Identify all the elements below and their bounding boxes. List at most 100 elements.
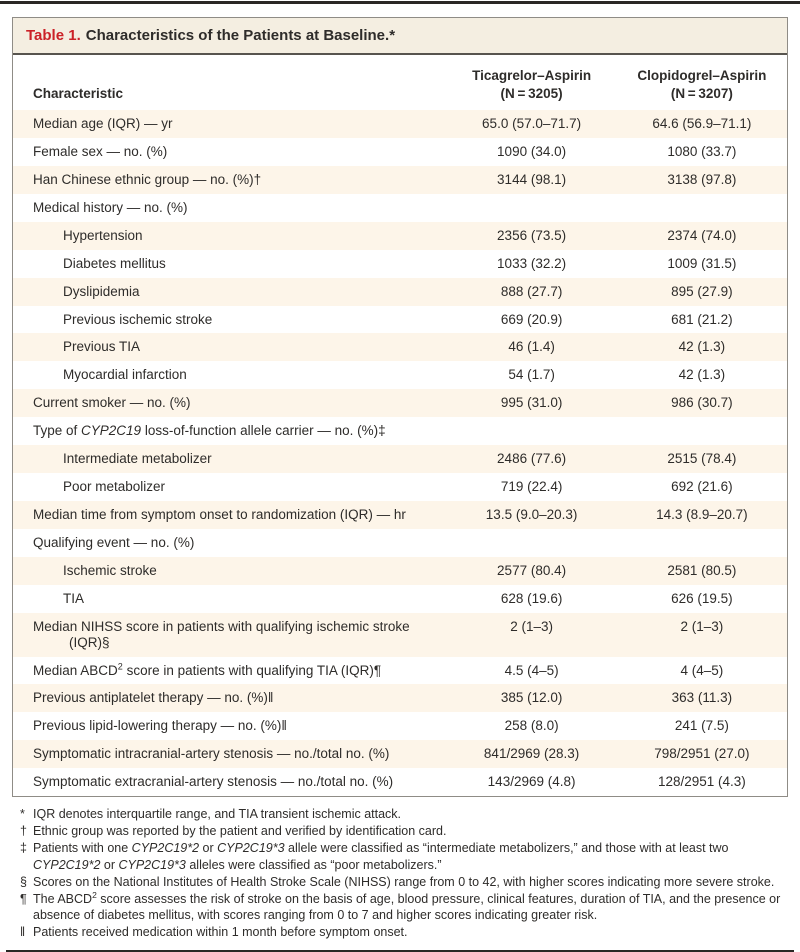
table-row: Median age (IQR) — yr 65.0 (57.0–71.7) 64.… <box>13 110 787 139</box>
value-clopidogrel-aspirin: 1080 (33.7) <box>667 144 737 160</box>
row-label: Medical history — no. (%) <box>33 199 188 215</box>
value-clopidogrel-aspirin: 626 (19.5) <box>671 590 733 606</box>
column-header-characteristic: Characteristic <box>33 85 124 101</box>
table-row: Median NIHSS score in patients with qual… <box>13 612 787 657</box>
table-row: Ischemic stroke 2577 (80.4) 2581 (80.5) <box>13 556 787 585</box>
row-label: Intermediate metabolizer <box>63 451 212 467</box>
row-label: Dyslipidemia <box>63 283 140 299</box>
table-row: Qualifying event — no. (%) <box>13 529 787 557</box>
value-ticagrelor-aspirin: 1090 (34.0) <box>497 144 567 160</box>
table-row: Poor metabolizer 719 (22.4) 692 (21.6) <box>13 473 787 501</box>
row-label: Previous antiplatelet therapy — no. (%)‖ <box>33 690 274 706</box>
table-body: Median age (IQR) — yr 65.0 (57.0–71.7) 64.… <box>13 110 787 796</box>
row-label: Symptomatic extracranial-artery stenosis… <box>33 774 394 790</box>
table-row: Median ABCD2 score in patients with qual… <box>13 657 787 685</box>
table-box: Table 1. Characteristics of the Patients … <box>12 17 788 798</box>
column-header-clopidogrel-aspirin: Clopidogrel–Aspirin (N = 3207) <box>637 68 767 101</box>
table-row: Current smoker — no. (%) 995 (31.0) 986 (3… <box>13 389 787 418</box>
table-header: Characteristic Ticagrelor–Aspirin (N = 3… <box>13 55 787 110</box>
value-ticagrelor-aspirin: 46 (1.4) <box>508 339 555 355</box>
value-ticagrelor-aspirin: 841/2969 (28.3) <box>483 746 580 762</box>
value-ticagrelor-aspirin: 1033 (32.2) <box>497 255 567 271</box>
value-clopidogrel-aspirin: 3138 (97.8) <box>667 171 737 187</box>
table-row: TIA 628 (19.6) 626 (19.5) <box>13 585 787 613</box>
value-ticagrelor-aspirin: 258 (8.0) <box>504 718 559 734</box>
table-row: Symptomatic intracranial-artery stenosis… <box>13 740 787 769</box>
table-row: Dyslipidemia 888 (27.7) 895 (27.9) <box>13 277 787 306</box>
table-title-text: Characteristics of the Patients at Basel… <box>85 27 396 44</box>
footnote: § Scores on the National Institutes of He… <box>20 874 775 889</box>
footnote-marker: ‡ <box>20 840 27 855</box>
value-ticagrelor-aspirin: 4.5 (4–5) <box>504 662 559 678</box>
row-label: Median age (IQR) — yr <box>33 116 173 132</box>
table-row: Medical history — no. (%) <box>13 194 787 222</box>
table-row: Intermediate metabolizer 2486 (77.6) 2515 … <box>13 445 787 474</box>
row-label: Han Chinese ethnic group — no. (%)† <box>33 171 262 187</box>
footnote-marker: ¶ <box>20 891 27 906</box>
footnote-marker: § <box>20 874 27 889</box>
value-clopidogrel-aspirin: 986 (30.7) <box>671 395 733 411</box>
value-ticagrelor-aspirin: 385 (12.0) <box>500 690 563 706</box>
footnote: † Ethnic group was reported by the patien… <box>20 824 447 839</box>
row-label: Poor metabolizer <box>63 479 166 495</box>
row-label: Median ABCD2 score in patients with qual… <box>33 661 382 678</box>
value-clopidogrel-aspirin: 64.6 (56.9–71.1) <box>652 116 752 132</box>
top-horizontal-rule <box>0 1 800 4</box>
footnote: ‖ Patients received medication within 1 m… <box>20 925 408 940</box>
row-label: Previous TIA <box>63 339 141 355</box>
value-ticagrelor-aspirin: 669 (20.9) <box>500 311 563 327</box>
row-label: Current smoker — no. (%) <box>33 395 191 411</box>
value-ticagrelor-aspirin: 143/2969 (4.8) <box>487 774 576 790</box>
value-clopidogrel-aspirin: 363 (11.3) <box>671 690 733 706</box>
row-label: Qualifying event — no. (%) <box>33 534 195 550</box>
row-label: Median NIHSS score in patients with qual… <box>33 618 410 650</box>
footnote: ‡ Patients with one CYP2C19*2 or CYP2C19*… <box>20 840 729 872</box>
value-clopidogrel-aspirin: 2581 (80.5) <box>667 562 737 578</box>
value-clopidogrel-aspirin: 1009 (31.5) <box>667 255 737 271</box>
table-row: Symptomatic extracranial-artery stenosis… <box>13 768 787 796</box>
table-row: Diabetes mellitus 1033 (32.2) 1009 (31.5) <box>13 250 787 278</box>
row-label: Previous lipid-lowering therapy — no. (%… <box>33 718 287 734</box>
column-header-ticagrelor-aspirin: Ticagrelor–Aspirin (N = 3205) <box>472 68 592 101</box>
value-ticagrelor-aspirin: 2 (1–3) <box>510 618 553 634</box>
value-clopidogrel-aspirin: 681 (21.2) <box>671 311 733 327</box>
value-ticagrelor-aspirin: 2577 (80.4) <box>497 562 567 578</box>
row-label: Myocardial infarction <box>63 367 187 383</box>
value-clopidogrel-aspirin <box>617 194 787 222</box>
value-clopidogrel-aspirin: 798/2951 (27.0) <box>654 746 750 762</box>
table-row: Myocardial infarction 54 (1.7) 42 (1.3) <box>13 361 787 389</box>
value-clopidogrel-aspirin: 42 (1.3) <box>678 339 726 355</box>
footnotes: * IQR denotes interquartile range, and TI… <box>20 806 782 941</box>
table-number: Table 1. <box>26 27 81 44</box>
row-label: Ischemic stroke <box>63 562 157 578</box>
value-clopidogrel-aspirin: 4 (4–5) <box>680 662 724 678</box>
value-ticagrelor-aspirin: 65.0 (57.0–71.7) <box>482 116 582 132</box>
table-row: Female sex — no. (%) 1090 (34.0) 1080 (33.… <box>13 138 787 166</box>
value-ticagrelor-aspirin: 2356 (73.5) <box>497 227 567 243</box>
value-ticagrelor-aspirin <box>446 417 616 445</box>
value-ticagrelor-aspirin: 3144 (98.1) <box>497 171 567 187</box>
table-row: Previous lipid-lowering therapy — no. (%… <box>13 712 787 740</box>
value-clopidogrel-aspirin: 2515 (78.4) <box>667 451 737 467</box>
table-row: Han Chinese ethnic group — no. (%)† 3144 … <box>13 165 787 194</box>
footnote: * IQR denotes interquartile range, and TI… <box>20 807 402 822</box>
row-label: Symptomatic intracranial-artery stenosis… <box>33 746 390 762</box>
row-label: Female sex — no. (%) <box>33 144 168 160</box>
value-ticagrelor-aspirin: 13.5 (9.0–20.3) <box>485 507 578 522</box>
value-ticagrelor-aspirin <box>446 529 616 557</box>
value-ticagrelor-aspirin: 54 (1.7) <box>508 367 555 383</box>
value-ticagrelor-aspirin: 888 (27.7) <box>500 283 563 299</box>
value-clopidogrel-aspirin: 692 (21.6) <box>671 479 733 495</box>
value-ticagrelor-aspirin: 628 (19.6) <box>500 590 563 606</box>
value-clopidogrel-aspirin <box>617 417 787 445</box>
footnote: ¶ The ABCD2 score assesses the risk of st… <box>20 889 781 923</box>
row-label: TIA <box>63 590 85 606</box>
value-clopidogrel-aspirin: 42 (1.3) <box>678 367 726 383</box>
table-row: Type of CYP2C19 loss-of-function allele … <box>13 417 787 445</box>
table-row: Median time from symptom onset to random… <box>13 501 787 529</box>
value-clopidogrel-aspirin: 2 (1–3) <box>680 618 724 634</box>
table-row: Hypertension 2356 (73.5) 2374 (74.0) <box>13 221 787 250</box>
row-label: Diabetes mellitus <box>63 255 166 271</box>
value-ticagrelor-aspirin: 719 (22.4) <box>500 479 563 495</box>
